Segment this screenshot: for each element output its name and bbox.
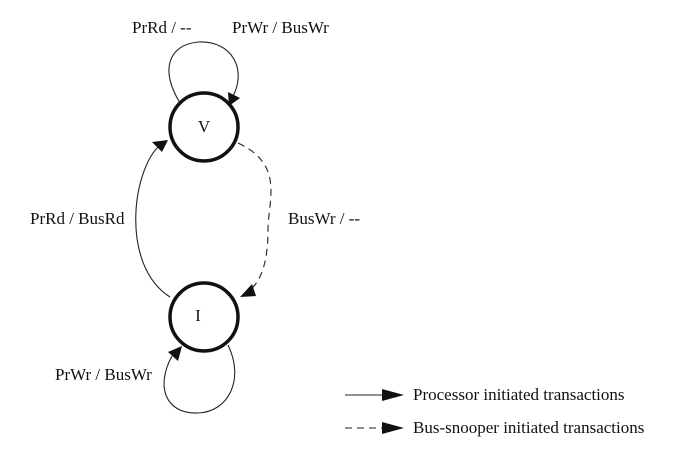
- v-self-loop-arrowhead: [228, 92, 240, 106]
- legend-solid-arrowhead: [382, 389, 404, 401]
- i-self-label: PrWr / BusWr: [55, 365, 152, 384]
- i-to-v-label: PrRd / BusRd: [30, 209, 125, 228]
- legend-processor-label: Processor initiated transactions: [413, 385, 625, 404]
- state-v-label: V: [198, 117, 211, 136]
- legend-dashed-arrowhead: [382, 422, 404, 434]
- legend-snooper-label: Bus-snooper initiated transactions: [413, 418, 644, 437]
- v-self-read-label: PrRd / --: [132, 18, 192, 37]
- v-to-i-edge: [237, 142, 272, 291]
- state-i-label: I: [195, 306, 201, 325]
- state-i-node: [168, 281, 240, 353]
- i-to-v-arrowhead: [152, 140, 168, 152]
- v-to-i-label: BusWr / --: [288, 209, 360, 228]
- state-v-node: [168, 91, 240, 163]
- i-self-loop-edge: [163, 344, 236, 414]
- v-self-write-label: PrWr / BusWr: [232, 18, 329, 37]
- v-self-loop-edge: [168, 41, 239, 104]
- v-to-i-arrowhead: [240, 284, 256, 297]
- i-to-v-edge: [135, 144, 171, 298]
- i-self-loop-arrowhead: [168, 346, 182, 361]
